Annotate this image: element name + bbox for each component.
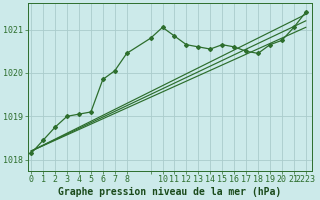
X-axis label: Graphe pression niveau de la mer (hPa): Graphe pression niveau de la mer (hPa) (58, 186, 281, 197)
